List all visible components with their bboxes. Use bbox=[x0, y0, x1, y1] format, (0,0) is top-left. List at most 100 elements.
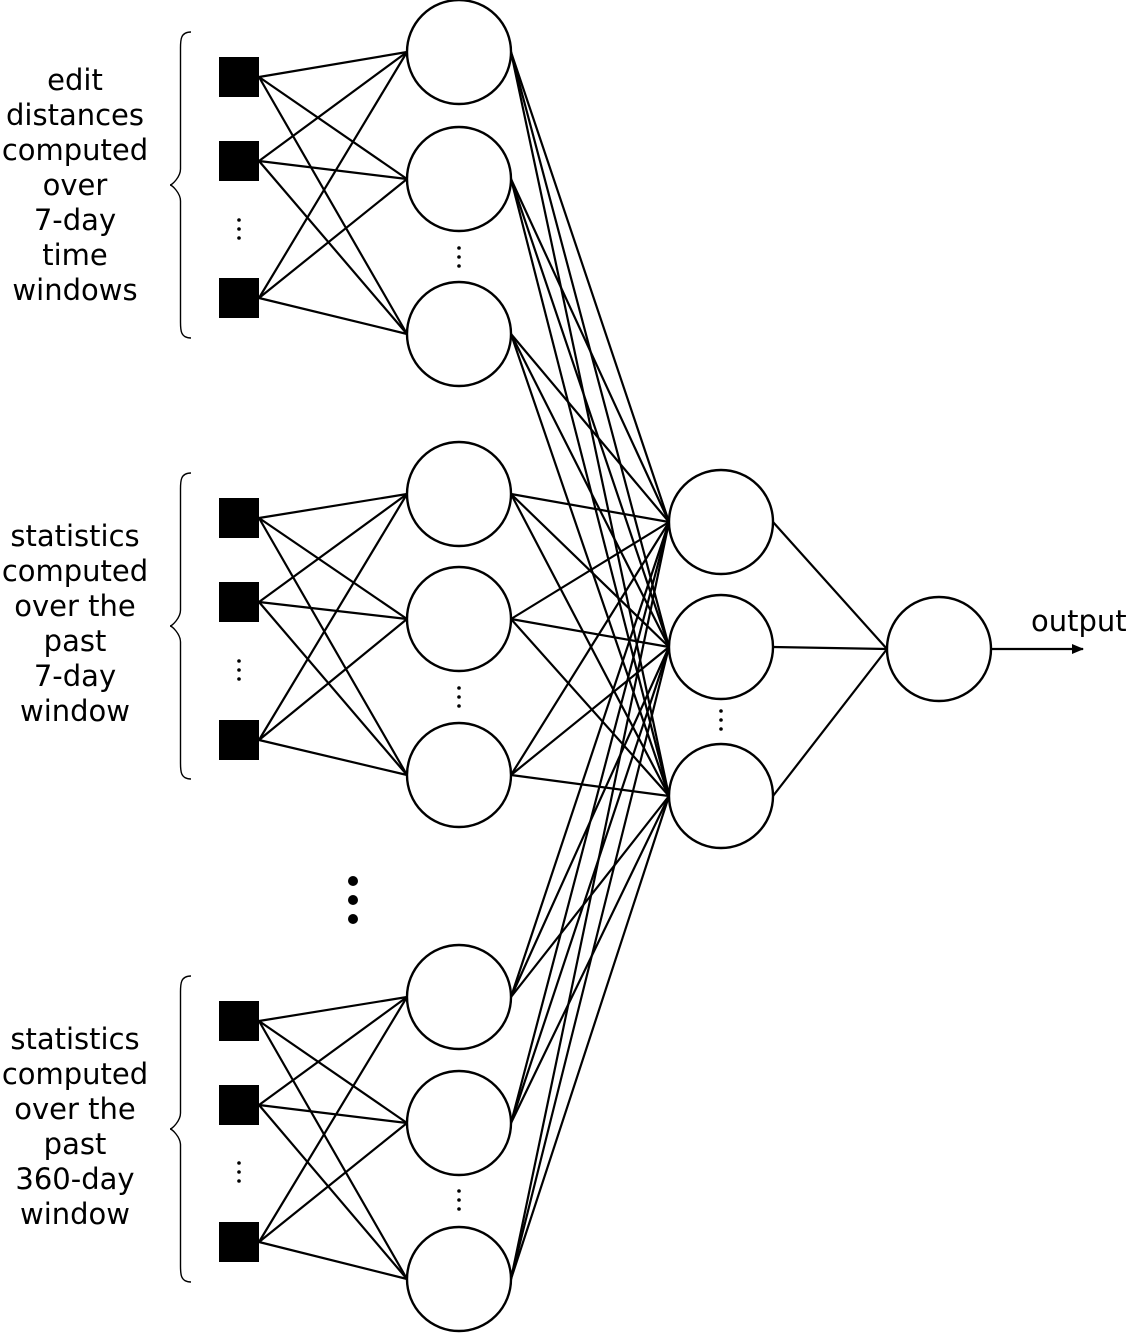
hidden-hidden-edge bbox=[510, 492, 670, 524]
input-node bbox=[219, 1222, 259, 1262]
input-hidden-edge bbox=[258, 618, 408, 741]
input-hidden-edge bbox=[258, 517, 408, 776]
curly-brace bbox=[169, 31, 192, 339]
hidden-ellipsis bbox=[457, 704, 461, 708]
hidden-ellipsis bbox=[457, 1198, 461, 1202]
hidden-hidden-edge bbox=[509, 646, 671, 1280]
ellipsis-marks bbox=[237, 218, 723, 1211]
hidden-hidden-edge bbox=[509, 51, 671, 797]
hidden-node-layer1 bbox=[405, 721, 513, 829]
input-hidden-edge bbox=[258, 493, 408, 603]
input-hidden-edge bbox=[258, 492, 408, 520]
hidden-node-layer1 bbox=[405, 565, 513, 673]
hidden-hidden-edge bbox=[510, 333, 670, 523]
label-line: windows bbox=[12, 273, 138, 307]
hidden-ellipsis bbox=[719, 709, 723, 713]
input-hidden-edge bbox=[258, 1240, 408, 1281]
hidden-node-layer1 bbox=[405, 440, 513, 548]
input-hidden-edge bbox=[258, 1020, 408, 1124]
label-line: 7-day bbox=[33, 659, 117, 693]
hidden-hidden-edge bbox=[509, 521, 671, 998]
hidden-node-layer1 bbox=[405, 280, 513, 388]
input-ellipsis bbox=[237, 218, 241, 222]
input-hidden-edge bbox=[258, 600, 408, 621]
hidden-node-layer2 bbox=[667, 468, 775, 576]
hidden-ellipsis bbox=[719, 727, 723, 731]
input-hidden-edge bbox=[258, 601, 408, 776]
hidden-output-edge bbox=[772, 648, 888, 797]
input-hidden-edge bbox=[258, 493, 408, 741]
input-hidden-edge bbox=[258, 1122, 408, 1243]
hidden-hidden-edge bbox=[510, 178, 670, 523]
input-ellipsis bbox=[237, 227, 241, 231]
input-hidden-edge bbox=[258, 178, 408, 299]
hidden-ellipsis bbox=[457, 695, 461, 699]
hidden-node-layer1 bbox=[405, 1225, 513, 1333]
label-line: past bbox=[43, 1127, 107, 1161]
input-ellipsis bbox=[237, 1161, 241, 1165]
input-node bbox=[219, 278, 259, 318]
input-node bbox=[219, 1085, 259, 1125]
hidden-hidden-edge bbox=[510, 493, 670, 797]
curly-brace bbox=[169, 472, 192, 780]
input-ellipsis bbox=[237, 668, 241, 672]
hidden-hidden-edge bbox=[510, 521, 670, 620]
hidden-hidden-edge bbox=[509, 521, 671, 1280]
input-node bbox=[219, 57, 259, 97]
label-line: edit bbox=[47, 63, 103, 97]
hidden-hidden-edge bbox=[510, 333, 670, 648]
input-ellipsis bbox=[237, 1170, 241, 1174]
network-nodes bbox=[219, 0, 993, 1333]
hidden-hidden-edge bbox=[509, 178, 671, 797]
input-node bbox=[219, 141, 259, 181]
group-ellipsis bbox=[348, 914, 358, 924]
group-label-edit-distances: edit distances computed over 7-day time … bbox=[0, 63, 150, 308]
input-ellipsis bbox=[237, 659, 241, 663]
label-line: window bbox=[19, 1197, 131, 1231]
connections bbox=[258, 50, 1084, 1281]
input-hidden-edge bbox=[258, 1020, 408, 1280]
hidden-ellipsis bbox=[457, 246, 461, 250]
label-line: 7-day bbox=[33, 203, 117, 237]
hidden-hidden-edge bbox=[510, 617, 670, 649]
input-hidden-edge bbox=[258, 738, 408, 777]
hidden-ellipsis bbox=[457, 1189, 461, 1193]
group-braces bbox=[169, 31, 192, 1283]
input-ellipsis bbox=[237, 677, 241, 681]
input-ellipsis bbox=[237, 236, 241, 240]
hidden-ellipsis bbox=[457, 686, 461, 690]
input-node bbox=[219, 1001, 259, 1041]
group-ellipsis bbox=[348, 876, 358, 886]
hidden-hidden-edge bbox=[510, 773, 670, 798]
output-node bbox=[885, 595, 993, 703]
hidden-node-layer1 bbox=[405, 943, 513, 1051]
label-line: computed bbox=[1, 133, 149, 167]
input-hidden-edge bbox=[258, 50, 408, 79]
hidden-node-layer1 bbox=[405, 0, 513, 106]
hidden-hidden-edge bbox=[510, 521, 670, 776]
input-node bbox=[219, 582, 259, 622]
label-line: computed bbox=[1, 1057, 149, 1091]
input-hidden-edge bbox=[258, 51, 408, 299]
hidden-node-layer2 bbox=[667, 742, 775, 850]
hidden-node-layer1 bbox=[405, 125, 513, 233]
input-node bbox=[219, 720, 259, 760]
input-hidden-edge bbox=[258, 76, 408, 335]
input-hidden-edge bbox=[258, 995, 408, 1023]
hidden-node-layer1 bbox=[405, 1069, 513, 1177]
hidden-output-edge bbox=[772, 521, 888, 650]
label-line: over the bbox=[14, 589, 136, 623]
label-line: time bbox=[42, 238, 108, 272]
input-node bbox=[219, 498, 259, 538]
input-hidden-edge bbox=[258, 51, 408, 162]
hidden-output-edge bbox=[772, 645, 888, 651]
group-label-360-day-statistics: statistics computed over the past 360-da… bbox=[0, 1022, 150, 1232]
label-line: statistics bbox=[10, 1022, 140, 1056]
label-line: distances bbox=[6, 98, 144, 132]
hidden-hidden-edge bbox=[509, 795, 671, 1280]
hidden-hidden-edge bbox=[509, 178, 671, 648]
output-label: output bbox=[1031, 604, 1127, 638]
hidden-hidden-edge bbox=[509, 646, 671, 1124]
input-hidden-edge bbox=[258, 296, 408, 336]
